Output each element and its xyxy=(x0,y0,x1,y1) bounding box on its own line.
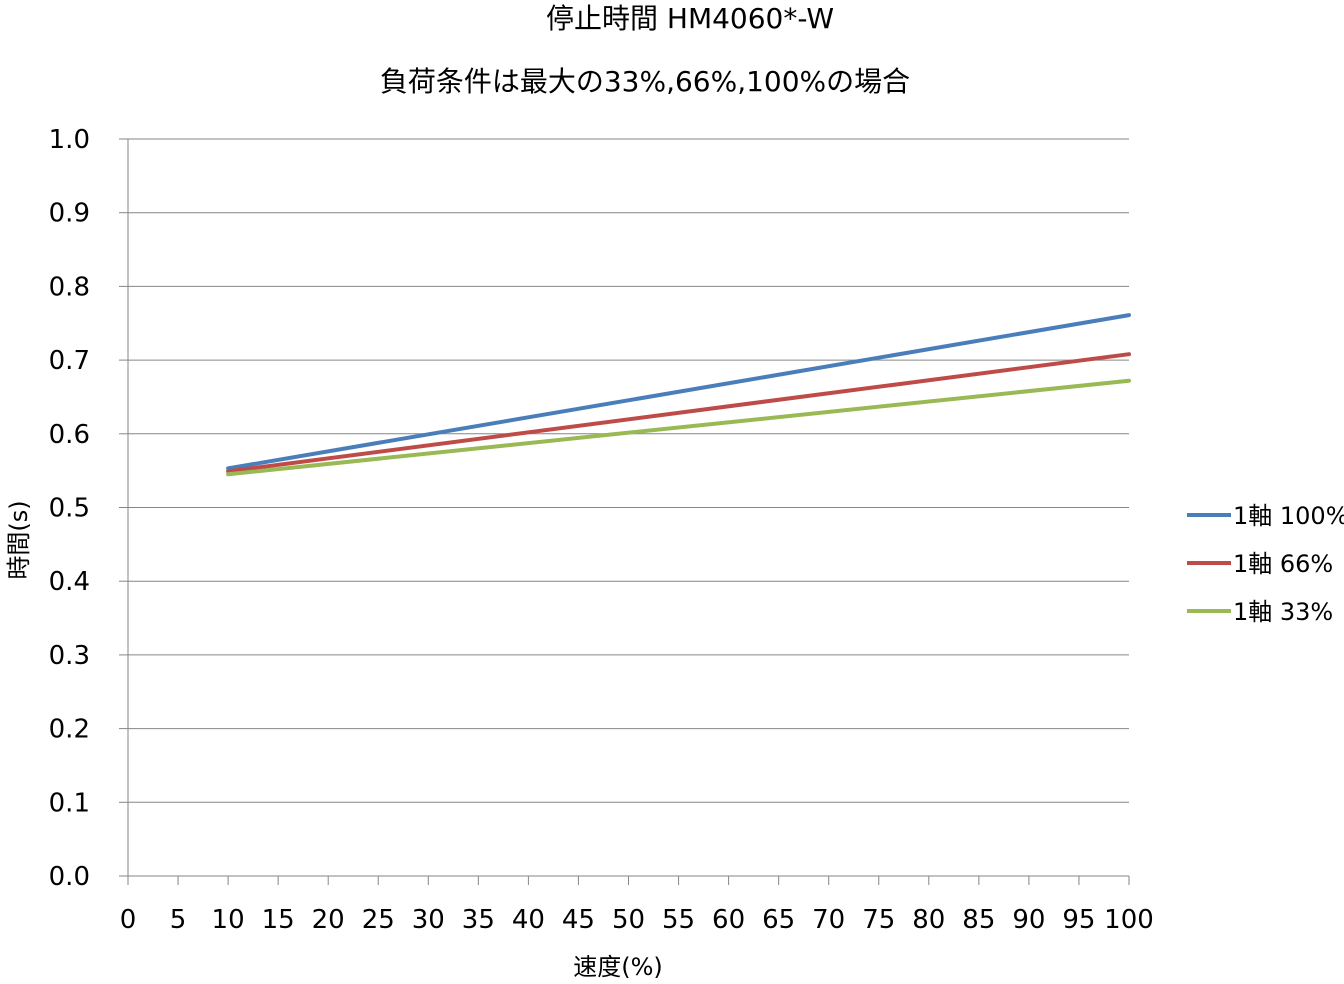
x-tick-label: 85 xyxy=(962,905,995,935)
series-lines xyxy=(226,313,1131,477)
y-tick-label: 0.8 xyxy=(49,272,90,302)
legend-label: 1軸 66% xyxy=(1233,550,1333,578)
x-tick-label: 55 xyxy=(662,905,695,935)
series-line-2 xyxy=(226,352,1131,474)
y-tick-label: 0.2 xyxy=(49,715,90,745)
x-tick-label: 30 xyxy=(412,905,445,935)
y-tick-label: 0.9 xyxy=(49,199,90,229)
x-tick-label: 35 xyxy=(462,905,495,935)
y-tick-label: 0.4 xyxy=(49,567,90,597)
y-tick-label: 0.3 xyxy=(49,641,90,671)
legend: 1軸 100% 1軸 66% 1軸 33% xyxy=(1187,502,1344,626)
x-tick-label: 70 xyxy=(812,905,845,935)
x-tick-label: 10 xyxy=(212,905,245,935)
x-tick-label: 50 xyxy=(612,905,645,935)
x-tick-label: 40 xyxy=(512,905,545,935)
x-axis-label: 速度(%) xyxy=(573,953,663,980)
series-line-3 xyxy=(226,378,1131,477)
x-tick-label: 95 xyxy=(1062,905,1095,935)
legend-label: 1軸 33% xyxy=(1233,598,1333,626)
x-tick-label: 80 xyxy=(912,905,945,935)
y-tick-label: 0.1 xyxy=(49,788,90,818)
x-tick-label: 0 xyxy=(120,905,137,935)
x-tick-label: 90 xyxy=(1012,905,1045,935)
y-axis-label: 時間(s) xyxy=(5,500,33,579)
x-axis-tick-labels: 0 5 10 15 20 25 30 35 40 45 50 55 60 65 70 75 80 85 90 95 10… xyxy=(120,905,1154,935)
series-line-1 xyxy=(226,313,1131,471)
x-tick-label: 25 xyxy=(362,905,395,935)
axes xyxy=(119,138,1130,885)
x-tick-label: 100 xyxy=(1104,905,1154,935)
x-tick-label: 60 xyxy=(712,905,745,935)
y-axis-tick-labels: 0.0 0.1 0.2 0.3 0.4 0.5 0.6 0.7 0.8 0.9 1.0 xyxy=(49,125,90,892)
legend-label: 1軸 100% xyxy=(1233,502,1344,530)
y-tick-label: 0.6 xyxy=(49,420,90,450)
x-tick-label: 65 xyxy=(762,905,795,935)
x-tick-label: 45 xyxy=(562,905,595,935)
x-tick-label: 75 xyxy=(862,905,895,935)
y-tick-label: 1.0 xyxy=(49,125,90,155)
x-tick-label: 5 xyxy=(170,905,187,935)
x-tick-label: 20 xyxy=(312,905,345,935)
chart-title: 停止時間 HM4060*-W xyxy=(546,2,834,35)
y-tick-label: 0.7 xyxy=(49,346,90,376)
y-tick-label: 0.5 xyxy=(49,494,90,524)
chart-subtitle: 負荷条件は最大の33%,66%,100%の場合 xyxy=(380,65,910,98)
y-tick-label: 0.0 xyxy=(49,862,90,892)
x-tick-label: 15 xyxy=(262,905,295,935)
